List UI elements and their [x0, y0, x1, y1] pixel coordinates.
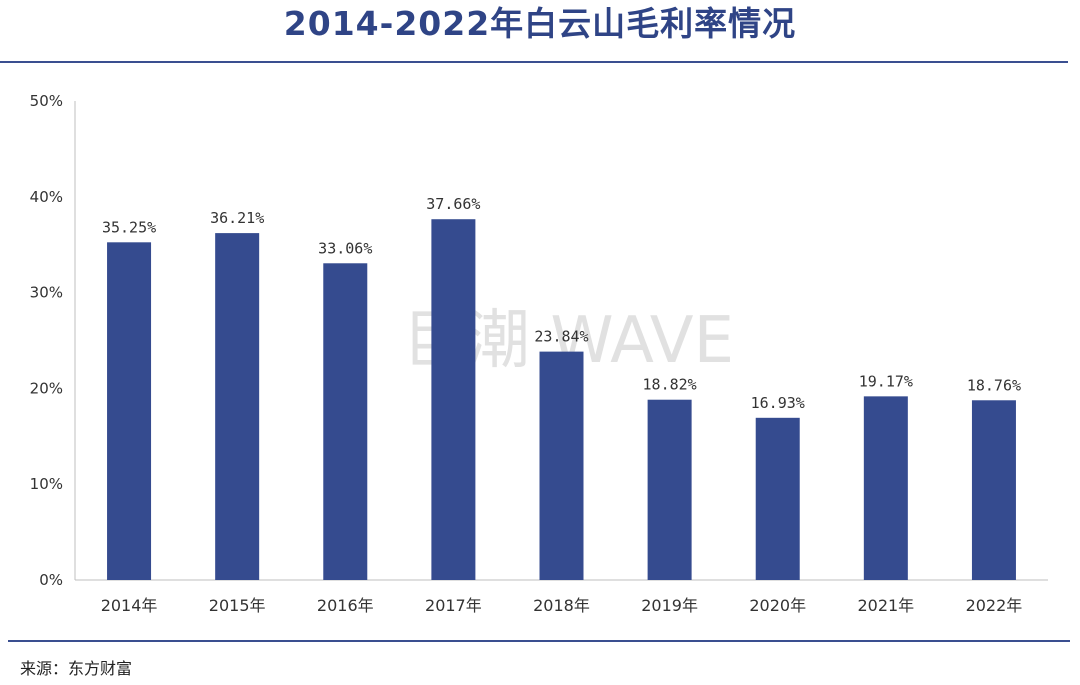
data-label: 37.66%	[426, 195, 480, 213]
source-note: 来源：东方财富	[20, 659, 133, 678]
chart-axes: 0% 10% 20% 30% 40% 50% 2014年 2015年 2016年 2017年 201…	[30, 92, 1048, 615]
bar	[863, 396, 908, 580]
title-divider	[0, 61, 1068, 63]
y-tick-label: 0%	[39, 571, 63, 589]
data-label: 18.76%	[967, 376, 1021, 394]
chart-title: 2014-2022年白云山毛利率情况	[283, 4, 797, 43]
bar	[107, 242, 152, 580]
bar-chart: 巨潮 WAVE 0%10%20%30%40%50%2014年 2015年 2016年…	[30, 92, 1048, 615]
chart-bars	[107, 219, 1016, 580]
data-label: 16.93%	[751, 394, 805, 412]
x-tick-label: 2020年	[749, 596, 806, 615]
x-tick-label: 2018年	[533, 596, 590, 615]
x-tick-label: 2015年	[209, 596, 266, 615]
bar	[539, 351, 584, 580]
data-label: 23.84%	[534, 328, 588, 346]
bar	[215, 233, 260, 580]
data-label: 35.25%	[102, 218, 156, 236]
y-tick-label: 40%	[30, 188, 63, 206]
x-tick-label: 2017年	[425, 596, 482, 615]
x-tick-label: 2014年	[101, 596, 158, 615]
footer-divider	[8, 640, 1070, 642]
x-tick-label: 2021年	[857, 596, 914, 615]
y-tick-label: 20%	[30, 379, 63, 397]
y-tick-label: 30%	[30, 284, 63, 302]
data-label: 18.82%	[643, 376, 697, 394]
chart-data-labels: 35.25% 36.21% 33.06% 37.66% 23.84% 18.82% 16.9…	[102, 195, 1021, 412]
y-tick-label: 10%	[30, 475, 63, 493]
x-tick-label: 2016年	[317, 596, 374, 615]
bar	[755, 417, 800, 580]
x-tick-label: 2022年	[966, 596, 1023, 615]
y-tick-label: 50%	[30, 92, 63, 110]
data-label: 33.06%	[318, 239, 372, 257]
data-label: 19.17%	[859, 372, 913, 390]
data-label: 36.21%	[210, 209, 264, 227]
bar	[647, 399, 692, 580]
bar	[971, 400, 1016, 580]
bar	[431, 219, 476, 580]
x-tick-label: 2019年	[641, 596, 698, 615]
bar	[323, 263, 368, 580]
